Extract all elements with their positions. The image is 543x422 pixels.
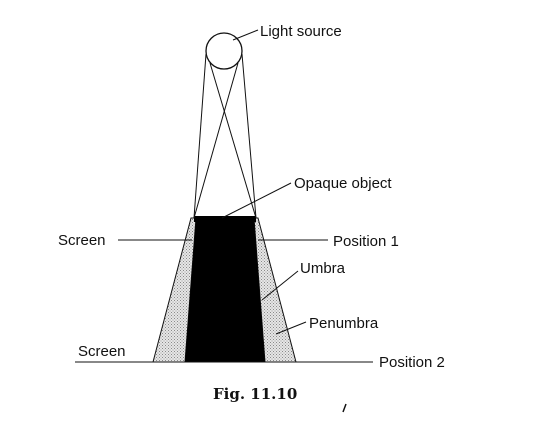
screen-position-1-label: Screen [58, 232, 106, 249]
figure-caption: Fig. 11.10 [213, 385, 297, 403]
opaque-object [194, 216, 256, 222]
ray-cross-left [209, 62, 257, 219]
umbra-leader [261, 270, 299, 301]
position-1-label: Position 1 [333, 233, 399, 250]
penumbra-label: Penumbra [309, 315, 379, 332]
stray-tick-mark [342, 403, 347, 413]
light-source-label: Light source [260, 23, 342, 40]
light-source-circle [205, 32, 243, 70]
position-2-label: Position 2 [379, 354, 445, 371]
opaque-object-leader [221, 182, 292, 219]
ray-left-outer [193, 53, 207, 219]
screen-position-2-label: Screen [78, 343, 126, 360]
ray-cross-right [193, 62, 239, 219]
penumbra-leader [275, 321, 307, 335]
umbra-label: Umbra [300, 260, 346, 277]
umbra-region [185, 218, 265, 362]
opaque-object-label: Opaque object [294, 175, 392, 192]
ray-right-outer [241, 53, 257, 219]
light-source-leader [232, 29, 259, 41]
